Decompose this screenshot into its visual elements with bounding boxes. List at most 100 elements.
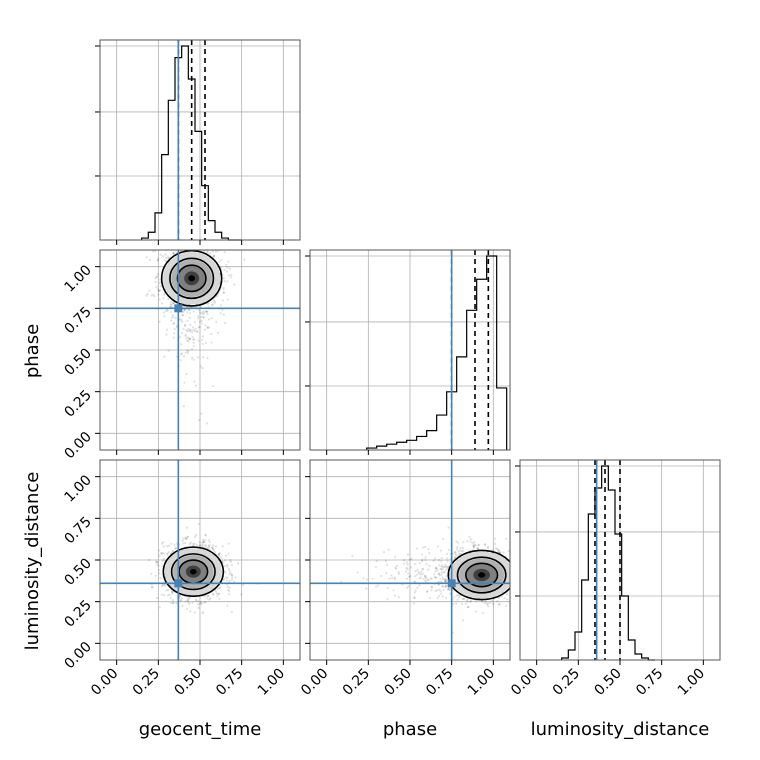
sample-point	[181, 539, 184, 542]
sample-point	[448, 588, 451, 592]
sample-point	[196, 543, 199, 547]
sample-point	[186, 339, 189, 342]
sample-point	[474, 610, 478, 613]
sample-point	[420, 560, 424, 563]
sample-point	[466, 540, 469, 543]
sample-point	[171, 598, 174, 602]
sample-point	[162, 541, 165, 544]
sample-point	[514, 585, 516, 587]
sample-point	[206, 596, 209, 599]
sample-point	[397, 596, 400, 599]
sample-point	[418, 572, 421, 575]
sample-point	[214, 590, 218, 593]
sample-point	[531, 592, 533, 594]
sample-point	[340, 580, 343, 583]
sample-point	[447, 586, 451, 589]
sample-point	[452, 602, 455, 606]
sample-point	[160, 551, 163, 555]
sample-point	[393, 594, 396, 597]
sample-point	[180, 599, 183, 602]
sample-point	[433, 573, 436, 576]
sample-point	[188, 330, 192, 333]
sample-point	[206, 356, 209, 360]
sample-point	[156, 563, 159, 566]
sample-point	[445, 574, 448, 578]
sample-point	[201, 538, 205, 541]
sample-point	[449, 592, 452, 595]
sample-point	[416, 568, 419, 571]
sample-point	[192, 542, 195, 545]
sample-point	[457, 594, 460, 597]
sample-point	[186, 319, 189, 322]
sample-point	[438, 559, 441, 562]
sample-point	[198, 320, 201, 323]
sample-point	[188, 602, 191, 605]
sample-point	[155, 285, 158, 289]
sample-point	[405, 561, 408, 564]
sample-point	[447, 587, 450, 591]
sample-point	[496, 600, 499, 603]
sample-point	[201, 338, 204, 342]
sample-point	[195, 245, 197, 247]
sample-point	[167, 298, 170, 301]
sample-point	[194, 241, 196, 243]
sample-point	[162, 545, 165, 548]
sample-point	[462, 541, 465, 544]
sample-point	[514, 547, 516, 549]
sample-point	[186, 535, 190, 538]
sample-point	[430, 589, 433, 592]
sample-point	[175, 602, 178, 605]
sample-point	[165, 328, 169, 331]
sample-point	[425, 590, 429, 593]
sample-point	[512, 566, 514, 568]
sample-point	[192, 358, 195, 361]
sample-point	[511, 573, 513, 575]
sample-point	[150, 586, 154, 589]
sample-point	[153, 294, 156, 298]
sample-point	[521, 559, 523, 561]
sample-point	[168, 305, 172, 308]
hist-panel-geocent_time	[95, 39, 301, 245]
sample-point	[510, 572, 512, 574]
sample-point	[185, 337, 188, 340]
sample-point	[163, 355, 166, 358]
sample-point	[497, 550, 500, 554]
sample-point	[158, 549, 161, 552]
sample-point	[184, 246, 186, 248]
sample-point	[454, 550, 457, 554]
sample-point	[407, 585, 410, 588]
sample-point	[163, 294, 166, 297]
sample-point	[223, 280, 226, 283]
sample-point	[155, 275, 158, 278]
sample-point	[351, 554, 354, 557]
sample-point	[200, 322, 204, 325]
sample-point	[204, 534, 207, 537]
sample-point	[403, 558, 406, 562]
sample-point	[424, 574, 427, 577]
sample-point	[374, 565, 378, 568]
sample-point	[454, 556, 457, 559]
sample-point	[207, 539, 210, 542]
sample-point	[169, 602, 173, 605]
panel-content	[148, 522, 259, 615]
sample-point	[443, 565, 446, 568]
sample-point	[192, 326, 195, 329]
sample-point	[212, 592, 215, 595]
sample-point	[455, 540, 458, 543]
sample-point	[516, 587, 518, 589]
sample-point	[173, 327, 176, 331]
x-tick-label: 0.00	[88, 666, 121, 699]
sample-point	[496, 547, 499, 550]
sample-point	[447, 548, 450, 552]
sample-point	[208, 544, 211, 547]
sample-point	[194, 534, 198, 537]
sample-point	[175, 251, 178, 254]
sample-point	[174, 547, 177, 551]
sample-point	[182, 405, 185, 408]
sample-point	[222, 286, 225, 289]
x-tick-label: 0.50	[591, 666, 624, 699]
sample-point	[215, 294, 219, 298]
sample-point	[486, 602, 489, 605]
sample-point	[466, 605, 470, 609]
sample-point	[506, 598, 509, 601]
